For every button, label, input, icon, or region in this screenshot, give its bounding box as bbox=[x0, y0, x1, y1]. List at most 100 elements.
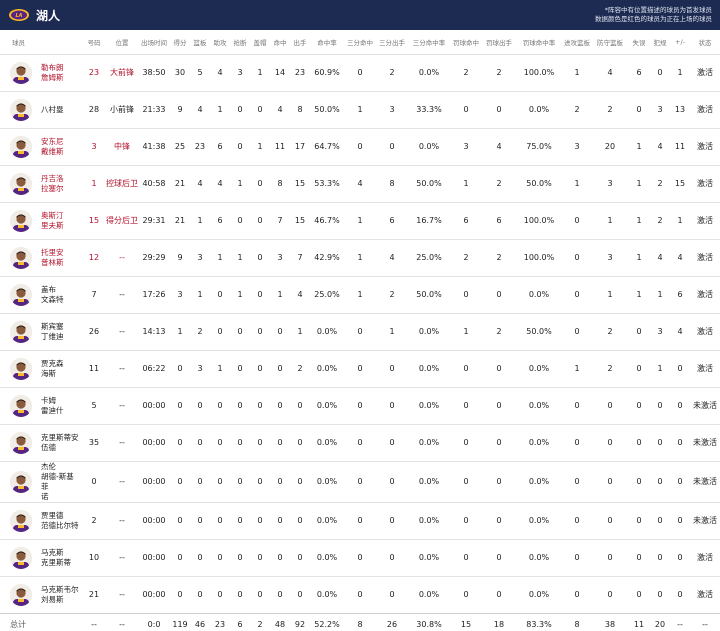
player-name[interactable]: 丹吉洛 拉塞尔 bbox=[41, 173, 64, 193]
cell-position: -- bbox=[119, 401, 125, 410]
col-header-off-reb[interactable]: 进攻篮板 bbox=[564, 38, 590, 47]
player-cell[interactable]: 卡姆 雷迪什 bbox=[0, 387, 82, 424]
table-row[interactable]: 托里安 普林斯 12 -- 29:29 9 3 1 1 0 3 7 42.9% 1 4 25.0% 2 2 100.… bbox=[0, 239, 720, 276]
col-header-plus-minus[interactable]: +/- bbox=[675, 37, 685, 46]
table-row[interactable]: 斯宾塞 丁维迪 26 -- 14:13 1 2 0 0 0 0 1 0.0% 0 1 0.0% 1 2 50.0% 0… bbox=[0, 313, 720, 350]
cell-fouls: 0 bbox=[657, 590, 663, 599]
cell-off-reb: 0 bbox=[574, 327, 580, 336]
player-avatar[interactable] bbox=[10, 357, 32, 380]
cell-def-reb: 1 bbox=[607, 290, 613, 299]
table-row[interactable]: 勒布朗 詹姆斯 23 大前锋 38:50 30 5 4 3 1 14 23 60.9% 0 2 0.0% 2 2 1… bbox=[0, 54, 720, 91]
table-row[interactable]: 马克斯韦尔 刘易斯 21 -- 00:00 0 0 0 0 0 0 0 0.0% 0 0 0.0% 0 0 0.0%… bbox=[0, 576, 720, 613]
table-row[interactable]: 克里斯蒂安 伍德 35 -- 00:00 0 0 0 0 0 0 0 0.0% 0 0 0.0% 0 0 0.0% 0… bbox=[0, 424, 720, 461]
table-row[interactable]: 马克斯 克里斯蒂 10 -- 00:00 0 0 0 0 0 0 0 0.0% 0 0 0.0% 0 0 0.0% 0… bbox=[0, 539, 720, 576]
player-cell[interactable]: 勒布朗 詹姆斯 bbox=[0, 54, 82, 91]
player-cell[interactable]: 盖布 文森特 bbox=[0, 276, 82, 313]
cell-number: 23 bbox=[88, 68, 100, 77]
col-header-status[interactable]: 状态 bbox=[698, 38, 712, 47]
table-row[interactable]: 盖布 文森特 7 -- 17:26 3 1 0 1 0 1 4 25.0% 1 2 50.0% 0 0 0.0% 0 1… bbox=[0, 276, 720, 313]
player-avatar[interactable] bbox=[10, 431, 32, 454]
cell-assists: 0 bbox=[217, 553, 223, 562]
cell-rebounds: 3 bbox=[197, 253, 203, 262]
player-avatar[interactable] bbox=[10, 546, 32, 569]
col-header-blocks[interactable]: 盖帽 bbox=[253, 38, 267, 47]
col-header-3p-made[interactable]: 三分命中 bbox=[347, 38, 373, 47]
col-header-fg-made[interactable]: 命中 bbox=[273, 38, 287, 47]
player-cell[interactable]: 杰伦 胡德-斯基菲诺 bbox=[0, 461, 82, 502]
player-avatar[interactable] bbox=[10, 394, 32, 417]
player-avatar[interactable] bbox=[10, 320, 32, 343]
col-header-assists[interactable]: 助攻 bbox=[213, 38, 227, 47]
player-name[interactable]: 托里安 普林斯 bbox=[41, 247, 64, 267]
player-cell[interactable]: 马克斯韦尔 刘易斯 bbox=[0, 576, 82, 613]
player-avatar[interactable] bbox=[10, 209, 32, 232]
player-avatar[interactable] bbox=[10, 509, 32, 532]
table-row[interactable]: 贾克森 海斯 11 -- 06:22 0 3 1 0 0 0 2 0.0% 0 0 0.0% 0 0 0.0% 1 2 0… bbox=[0, 350, 720, 387]
cell-3p-attempts: 8 bbox=[389, 179, 395, 188]
player-cell[interactable]: 贾克森 海斯 bbox=[0, 350, 82, 387]
player-cell[interactable]: 八村塁 bbox=[0, 91, 82, 128]
player-cell[interactable]: 马克斯 克里斯蒂 bbox=[0, 539, 82, 576]
player-avatar[interactable] bbox=[10, 246, 32, 269]
col-header-number[interactable]: 号码 bbox=[87, 38, 101, 47]
col-header-ft-pct[interactable]: 罚球命中率 bbox=[522, 38, 556, 47]
table-row[interactable]: 八村塁 28 小前锋 21:33 9 4 1 0 0 4 8 50.0% 1 3 33.3% 0 0 0.0% 2 2… bbox=[0, 91, 720, 128]
table-row[interactable]: 丹吉洛 拉塞尔 1 控球后卫 40:58 21 4 4 1 0 8 15 53.3% 4 8 50.0% 1 2 5… bbox=[0, 165, 720, 202]
col-header-ft-made[interactable]: 罚球命中 bbox=[453, 38, 479, 47]
col-header-def-reb[interactable]: 防守篮板 bbox=[597, 38, 623, 47]
player-name[interactable]: 马克斯 克里斯蒂 bbox=[41, 547, 71, 567]
cell-ft-attempts: 0 bbox=[496, 590, 502, 599]
player-name[interactable]: 贾克森 海斯 bbox=[41, 358, 64, 378]
player-name[interactable]: 贾里德 范德比尔特 bbox=[41, 510, 79, 530]
col-header-fg-attempts[interactable]: 出手 bbox=[293, 38, 307, 47]
player-cell[interactable]: 奥斯汀 里夫斯 bbox=[0, 202, 82, 239]
col-header-player[interactable]: 球员 bbox=[12, 38, 25, 47]
player-name[interactable]: 勒布朗 詹姆斯 bbox=[41, 62, 64, 82]
col-header-turnovers[interactable]: 失误 bbox=[632, 38, 646, 47]
cell-ft-attempts: 0 bbox=[496, 105, 502, 114]
total-3p-made: 8 bbox=[357, 619, 363, 629]
col-header-3p-attempts[interactable]: 三分出手 bbox=[379, 38, 405, 47]
player-name[interactable]: 奥斯汀 里夫斯 bbox=[41, 210, 64, 230]
cell-status: 激活 bbox=[697, 364, 713, 373]
player-cell[interactable]: 丹吉洛 拉塞尔 bbox=[0, 165, 82, 202]
player-name[interactable]: 盖布 文森特 bbox=[41, 284, 64, 304]
table-row[interactable]: 贾里德 范德比尔特 2 -- 00:00 0 0 0 0 0 0 0 0.0% 0 0 0.0% 0 0 0.0% 0… bbox=[0, 502, 720, 539]
col-header-fouls[interactable]: 犯规 bbox=[653, 38, 667, 47]
player-name[interactable]: 克里斯蒂安 伍德 bbox=[41, 432, 79, 452]
player-name[interactable]: 卡姆 雷迪什 bbox=[41, 395, 64, 415]
col-header-rebounds[interactable]: 篮板 bbox=[193, 38, 207, 47]
cell-fouls: 3 bbox=[657, 105, 663, 114]
col-header-steals[interactable]: 抢断 bbox=[233, 38, 247, 47]
col-header-position[interactable]: 位置 bbox=[115, 38, 129, 47]
player-cell[interactable]: 斯宾塞 丁维迪 bbox=[0, 313, 82, 350]
cell-steals: 0 bbox=[237, 105, 243, 114]
player-name[interactable]: 八村塁 bbox=[41, 104, 64, 114]
player-cell[interactable]: 托里安 普林斯 bbox=[0, 239, 82, 276]
player-avatar[interactable] bbox=[10, 61, 32, 84]
col-header-ft-attempts[interactable]: 罚球出手 bbox=[486, 38, 512, 47]
cell-assists: 6 bbox=[217, 142, 223, 151]
col-header-points[interactable]: 得分 bbox=[173, 38, 187, 47]
player-name[interactable]: 杰伦 胡德-斯基菲诺 bbox=[41, 461, 74, 501]
table-row[interactable]: 安东尼 戴维斯 3 中锋 41:38 25 23 6 0 1 11 17 64.7% 0 0 0.0% 3 4 75… bbox=[0, 128, 720, 165]
col-header-fg-pct[interactable]: 命中率 bbox=[317, 38, 337, 47]
table-row[interactable]: 杰伦 胡德-斯基菲诺 0 -- 00:00 0 0 0 0 0 0 0 0.0% 0 0 0.0% 0 0 0.0%… bbox=[0, 461, 720, 502]
player-avatar[interactable] bbox=[10, 283, 32, 306]
player-avatar[interactable] bbox=[10, 172, 32, 195]
table-row[interactable]: 奥斯汀 里夫斯 15 得分后卫 29:31 21 1 6 0 0 7 15 46.7% 1 6 16.7% 6 6… bbox=[0, 202, 720, 239]
table-row[interactable]: 卡姆 雷迪什 5 -- 00:00 0 0 0 0 0 0 0 0.0% 0 0 0.0% 0 0 0.0% 0 0 0 0… bbox=[0, 387, 720, 424]
player-name[interactable]: 安东尼 戴维斯 bbox=[41, 136, 64, 156]
player-avatar[interactable] bbox=[10, 470, 32, 493]
cell-off-reb: 0 bbox=[574, 438, 580, 447]
col-header-3p-pct[interactable]: 三分命中率 bbox=[412, 38, 446, 47]
player-name[interactable]: 马克斯韦尔 刘易斯 bbox=[41, 584, 79, 604]
player-avatar[interactable] bbox=[10, 135, 32, 158]
player-avatar[interactable] bbox=[10, 583, 32, 606]
player-name[interactable]: 斯宾塞 丁维迪 bbox=[41, 321, 64, 341]
player-cell[interactable]: 贾里德 范德比尔特 bbox=[0, 502, 82, 539]
player-cell[interactable]: 安东尼 戴维斯 bbox=[0, 128, 82, 165]
col-header-minutes[interactable]: 出场时间 bbox=[141, 38, 167, 47]
player-cell[interactable]: 克里斯蒂安 伍德 bbox=[0, 424, 82, 461]
player-avatar[interactable] bbox=[10, 98, 32, 121]
